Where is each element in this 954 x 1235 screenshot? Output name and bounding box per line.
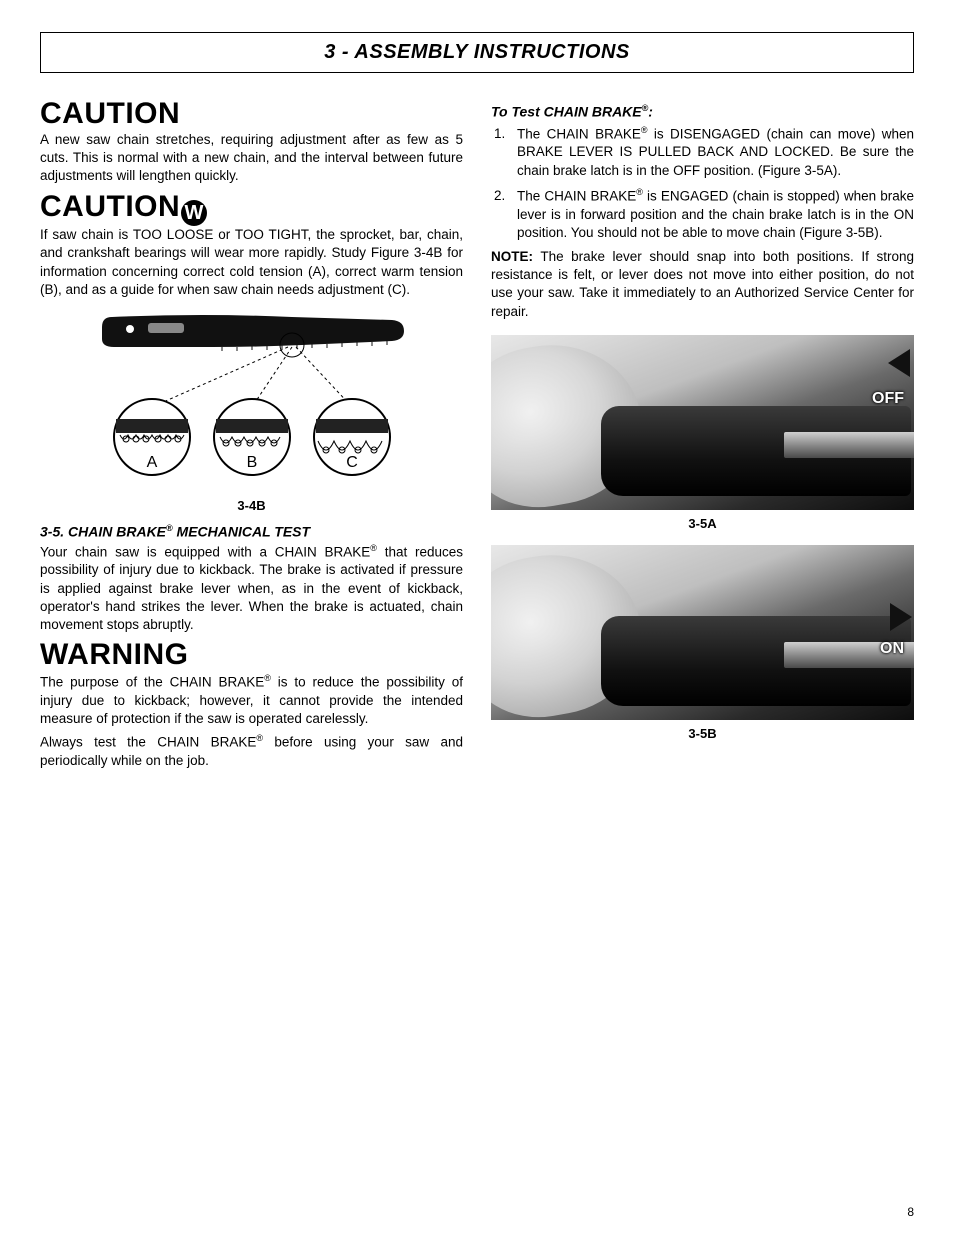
- page-number: 8: [907, 1205, 914, 1219]
- caution-body-1: A new saw chain stretches, requiring adj…: [40, 131, 463, 186]
- section-3-5-title-prefix: 3-5. CHAIN BRAKE: [40, 524, 166, 540]
- note-body: The brake lever should snap into both po…: [491, 249, 914, 319]
- figure-3-5b-label: 3-5B: [491, 726, 914, 741]
- figure-3-4b-diagram: A B: [92, 307, 412, 492]
- section-3-5-body: Your chain saw is equipped with a CHAIN …: [40, 542, 463, 635]
- registered-mark-icon: ®: [636, 187, 643, 197]
- step-1a: The CHAIN BRAKE: [517, 126, 641, 141]
- figure-3-5a-photo: OFF: [491, 335, 914, 510]
- figure-3-5b-block: ON 3-5B: [491, 545, 914, 741]
- off-label: OFF: [872, 390, 904, 408]
- section-3-5-title-suffix: MECHANICAL TEST: [173, 524, 310, 540]
- test-heading-prefix: To Test CHAIN BRAKE: [491, 104, 642, 120]
- caution-heading-2-text: CAUTION: [40, 190, 180, 223]
- note-label: NOTE:: [491, 249, 533, 264]
- on-label: ON: [880, 640, 904, 658]
- warning-heading: WARNING: [40, 638, 463, 672]
- svg-text:B: B: [246, 454, 257, 471]
- section-3-5-body-a: Your chain saw is equipped with a CHAIN …: [40, 544, 370, 559]
- caution-body-2: If saw chain is TOO LOOSE or TOO TIGHT, …: [40, 226, 463, 299]
- warning-body-1: The purpose of the CHAIN BRAKE® is to re…: [40, 672, 463, 728]
- registered-mark-icon: ®: [370, 543, 377, 553]
- caution-heading-2: CAUTIONW: [40, 190, 463, 227]
- caution-heading-1: CAUTION: [40, 97, 463, 131]
- figure-3-5a-block: OFF 3-5A: [491, 335, 914, 531]
- test-heading-suffix: :: [648, 104, 653, 120]
- test-steps-list: The CHAIN BRAKE® is DISENGAGED (chain ca…: [509, 124, 914, 242]
- two-column-layout: CAUTION A new saw chain stretches, requi…: [40, 93, 914, 770]
- section-3-5-title: 3-5. CHAIN BRAKE® MECHANICAL TEST: [40, 523, 463, 540]
- list-item: The CHAIN BRAKE® is ENGAGED (chain is st…: [509, 186, 914, 242]
- warning-circle-icon: W: [181, 200, 207, 226]
- list-item: The CHAIN BRAKE® is DISENGAGED (chain ca…: [509, 124, 914, 180]
- figure-3-5b-photo: ON: [491, 545, 914, 720]
- left-column: CAUTION A new saw chain stretches, requi…: [40, 93, 463, 770]
- figure-3-4b-wrap: A B: [40, 307, 463, 513]
- section-header-box: 3 - ASSEMBLY INSTRUCTIONS: [40, 32, 914, 73]
- note-paragraph: NOTE: The brake lever should snap into b…: [491, 248, 914, 321]
- warning-body-1a: The purpose of the CHAIN BRAKE: [40, 675, 264, 690]
- section-header-title: 3 - ASSEMBLY INSTRUCTIONS: [53, 41, 901, 64]
- arrow-left-icon: [888, 349, 910, 377]
- step-2a: The CHAIN BRAKE: [517, 188, 636, 203]
- right-column: To Test CHAIN BRAKE®: The CHAIN BRAKE® i…: [491, 93, 914, 770]
- figure-3-5a-label: 3-5A: [491, 516, 914, 531]
- svg-text:C: C: [346, 454, 358, 471]
- warning-body-2: Always test the CHAIN BRAKE® before usin…: [40, 732, 463, 770]
- svg-text:A: A: [146, 454, 157, 471]
- chainsaw-bar-illustration: [784, 432, 914, 458]
- warning-body-2a: Always test the CHAIN BRAKE: [40, 735, 256, 750]
- registered-mark-icon: ®: [264, 673, 271, 683]
- figure-3-4b-label: 3-4B: [40, 498, 463, 513]
- registered-mark-icon: ®: [166, 523, 173, 533]
- test-chain-brake-heading: To Test CHAIN BRAKE®:: [491, 103, 914, 120]
- arrow-right-icon: [890, 603, 912, 631]
